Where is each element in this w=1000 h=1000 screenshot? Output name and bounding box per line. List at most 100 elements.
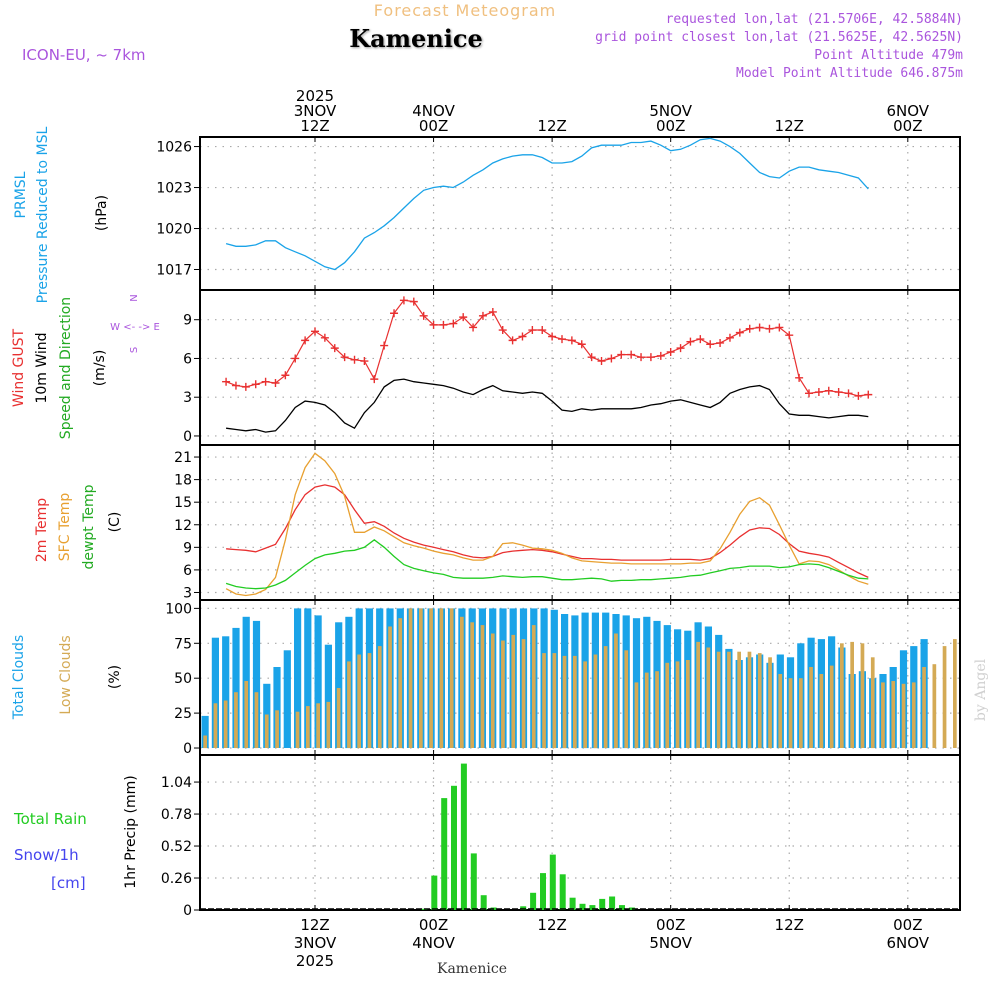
wind-labels: Wind GUST 10m Wind Speed and Direction (… [11, 294, 160, 439]
low-cloud-bar [870, 657, 875, 749]
top-time-label: 00Z [656, 117, 685, 135]
low-cloud-bar [542, 653, 546, 749]
top-time-label: 3NOV [294, 102, 337, 120]
pressure-desc-label: Pressure Reduced to MSL [35, 126, 51, 303]
rain-bar [549, 854, 556, 910]
low-cloud-bar [470, 622, 474, 748]
gust-marker [864, 390, 873, 399]
rain-bar [619, 905, 625, 910]
low-cloud-bar [511, 634, 516, 748]
precip-labels: Total Rain Snow/1h [cm] 1hr Precip (mm) [13, 775, 139, 892]
gust-marker [567, 336, 576, 345]
gust-marker [231, 381, 240, 390]
gust-marker [330, 344, 339, 353]
y-tick-label: 1017 [156, 263, 192, 279]
rain-bar [599, 898, 606, 910]
sfc-temp-line [225, 452, 869, 597]
y-tick-label: 6 [183, 563, 192, 579]
gust-marker [696, 335, 705, 344]
low-cloud-bar [583, 661, 587, 748]
clouds-panel: 0 25 50 75 100 [165, 599, 961, 757]
low-cloud-bar [347, 661, 351, 748]
panel-frame [199, 444, 961, 601]
y-tick-label: 3 [183, 390, 192, 406]
bottom-time-label: 6NOV [887, 934, 930, 952]
gust-marker [360, 357, 369, 366]
y-tick-label: 6 [183, 351, 192, 367]
y-tick-label: 21 [174, 450, 192, 466]
gust-marker [627, 350, 636, 359]
y-tick-label: 9 [183, 540, 192, 556]
gust-label: Wind GUST [11, 328, 27, 407]
gust-marker [785, 331, 794, 340]
temperature-labels: 2m Temp SFC Temp dewpt Temp (C) [34, 484, 123, 569]
low-cloud-label: Low Clouds [58, 635, 74, 714]
low-cloud-bar [727, 651, 731, 749]
gust-marker [854, 391, 863, 400]
low-cloud-bar [716, 651, 721, 749]
gust-marker [241, 382, 250, 391]
gust-marker [508, 336, 517, 345]
low-cloud-bar [264, 714, 269, 748]
y-tick-label: 12 [174, 518, 192, 534]
bottom-time-label: 5NOV [649, 934, 692, 952]
gust-marker [419, 311, 428, 320]
low-cloud-bar [932, 664, 937, 748]
total-cloud-bar [314, 615, 322, 749]
low-cloud-bar [234, 692, 238, 749]
low-cloud-bar [562, 655, 567, 749]
model-altitude: Model Point Altitude 646.875m [736, 66, 963, 81]
pressure-panel: 1017 1020 1023 1026 [156, 136, 961, 291]
footer-location: Kamenice [437, 961, 507, 977]
bottom-time-label: 00Z [656, 916, 685, 934]
gust-marker [311, 327, 319, 336]
wind10m-label: 10m Wind [34, 332, 50, 403]
low-cloud-bar [367, 653, 372, 749]
gust-marker [805, 389, 813, 398]
gust-marker [617, 350, 626, 359]
gust-marker [735, 328, 744, 337]
gust-marker [637, 353, 646, 362]
panel-frame [199, 289, 961, 446]
gust-marker [686, 337, 695, 346]
rain-bar [628, 907, 635, 910]
low-cloud-bar [686, 660, 690, 748]
gust-marker [656, 351, 665, 360]
gust-marker [745, 324, 754, 333]
low-cloud-bar [891, 681, 896, 748]
rain-bar [530, 892, 537, 910]
gust-marker [548, 332, 557, 341]
low-cloud-bar [213, 703, 218, 748]
rain-bar [480, 895, 487, 910]
model-label: ICON-EU, ~ 7km [22, 46, 146, 64]
gust-line [225, 299, 869, 397]
low-cloud-bar [675, 661, 680, 748]
top-time-label: 12Z [300, 117, 329, 135]
gust-marker [222, 377, 231, 386]
low-cloud-bar [634, 682, 639, 748]
top-time-label: 12Z [775, 117, 804, 135]
y-tick-label: 0 [183, 741, 192, 757]
y-tick-label: 1023 [156, 181, 192, 197]
gust-marker [459, 313, 468, 322]
wind-speed-line [226, 378, 869, 433]
total-cloud-bar [304, 608, 312, 748]
snow-label: Snow/1h [14, 846, 79, 864]
rain-bar [470, 853, 477, 910]
gust-marker [390, 309, 399, 318]
y-tick-label: 25 [174, 706, 192, 722]
percent-label: (%) [107, 665, 123, 689]
bottom-time-label: 3NOV [294, 934, 337, 952]
low-cloud-bar [911, 682, 916, 748]
total-cloud-bar [211, 637, 219, 748]
y-tick-label: 0.78 [161, 807, 192, 823]
bottom-time-label: 4NOV [412, 934, 455, 952]
gust-marker [380, 341, 389, 350]
wind-panel: 0 3 6 9 [183, 289, 961, 446]
low-cloud-bar [275, 710, 279, 748]
low-cloud-bar [223, 700, 228, 748]
low-cloud-bar [316, 703, 320, 748]
low-cloud-bar [408, 608, 413, 748]
